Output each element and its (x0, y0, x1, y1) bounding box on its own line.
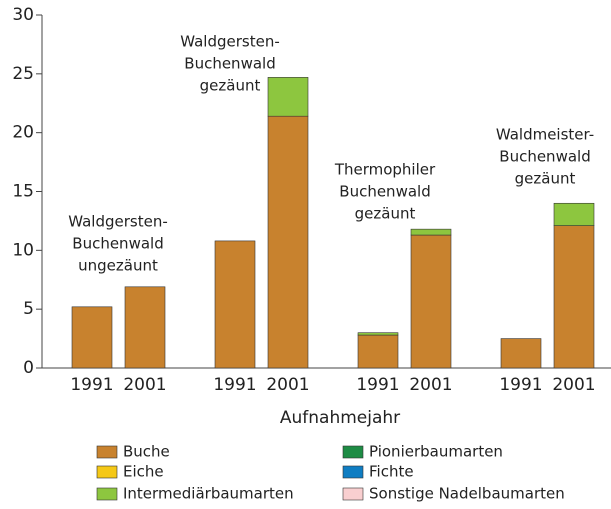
y-tick-label: 30 (12, 5, 34, 25)
x-tick-label: 2001 (409, 375, 452, 395)
x-tick-label: 1991 (213, 375, 256, 395)
bar-segment (410, 228, 452, 236)
group-annotation: Buchenwald (499, 148, 590, 166)
legend-label: Intermediärbaumarten (123, 485, 294, 503)
group-annotation: gezäunt (355, 205, 416, 223)
legend-swatch (342, 487, 364, 501)
group-annotation: Buchenwald (339, 183, 430, 201)
group-annotation: Buchenwald (72, 235, 163, 253)
legend-label: Buche (123, 443, 170, 461)
x-tick-label: 2001 (552, 375, 595, 395)
bar-segment (500, 338, 542, 369)
legend-swatch (342, 465, 364, 479)
bar-segment (71, 306, 113, 369)
legend-label: Fichte (369, 463, 414, 481)
y-tick-label: 5 (23, 299, 34, 319)
group-annotation: Waldgersten- (180, 33, 280, 51)
x-tick-label: 1991 (70, 375, 113, 395)
x-tick-label: 2001 (123, 375, 166, 395)
legend-swatch (342, 445, 364, 459)
legend-swatch (96, 465, 118, 479)
group-annotation: Buchenwald (184, 55, 275, 73)
y-tick-label: 25 (12, 64, 34, 84)
group-annotation: ungezäunt (78, 257, 158, 275)
legend-swatch (96, 445, 118, 459)
bar-segment (357, 334, 399, 369)
legend-label: Eiche (123, 463, 164, 481)
x-tick-label: 1991 (356, 375, 399, 395)
group-annotation: gezäunt (515, 170, 576, 188)
group-annotation: Waldmeister- (496, 126, 594, 144)
y-tick-label: 20 (12, 123, 34, 143)
group-annotation: Thermophiler (334, 161, 436, 179)
y-tick-label: 15 (12, 182, 34, 202)
legend-label: Pionierbaumarten (369, 443, 503, 461)
bar-segment (267, 77, 309, 117)
y-tick-label: 10 (12, 240, 34, 260)
group-annotation: Waldgersten- (68, 213, 168, 231)
x-axis-label: Aufnahmejahr (280, 408, 400, 428)
bar-segment (267, 115, 309, 369)
bar-segment (357, 332, 399, 336)
bar-segment (410, 234, 452, 369)
x-tick-label: 2001 (266, 375, 309, 395)
x-tick-label: 1991 (499, 375, 542, 395)
bar-segment (214, 240, 256, 369)
bar-segment (553, 202, 595, 226)
y-tick-label: 0 (23, 358, 34, 378)
bar-segment (124, 286, 166, 369)
legend-label: Sonstige Nadelbaumarten (369, 485, 565, 503)
group-annotation: gezäunt (200, 77, 261, 95)
legend-swatch (96, 487, 118, 501)
bar-segment (553, 225, 595, 369)
